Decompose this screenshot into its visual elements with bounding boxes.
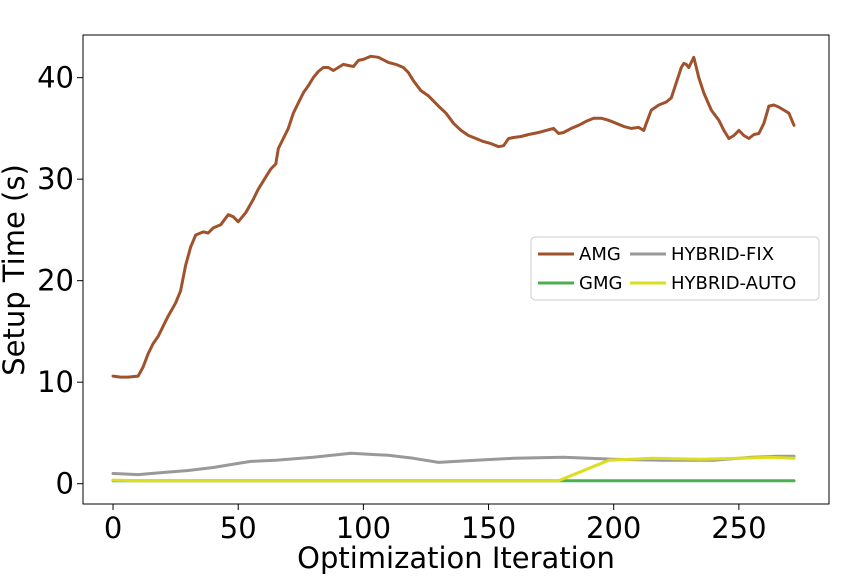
- x-tick-label: 250: [711, 511, 766, 545]
- y-axis-ticks: 0 10 20 30 40: [37, 61, 83, 501]
- legend-label-hybrid-auto: HYBRID-AUTO: [671, 273, 796, 294]
- legend: AMG GMG HYBRID-FIX HYBRID-AUTO: [530, 236, 820, 301]
- legend-label-gmg: GMG: [579, 273, 622, 294]
- x-tick-label: 50: [220, 511, 257, 545]
- y-tick-label: 20: [37, 264, 74, 298]
- x-tick-label: 100: [336, 511, 391, 545]
- y-tick-label: 0: [56, 467, 74, 501]
- series-lines: [111, 54, 796, 483]
- y-tick-label: 10: [37, 365, 74, 399]
- x-axis-label: Optimization Iteration: [297, 541, 615, 575]
- y-axis-label: Setup Time (s): [0, 164, 31, 376]
- y-tick-label: 30: [37, 162, 74, 196]
- series-line-amg: [111, 54, 796, 379]
- x-tick-label: 0: [104, 511, 122, 545]
- x-axis-ticks: 0 50 100 150 200 250: [104, 504, 767, 545]
- x-tick-label: 200: [586, 511, 641, 545]
- legend-label-amg: AMG: [579, 244, 621, 265]
- series-line-hybrid-auto: [111, 455, 796, 483]
- x-tick-label: 150: [461, 511, 516, 545]
- legend-frame: [530, 236, 820, 301]
- legend-label-hybrid-fix: HYBRID-FIX: [671, 244, 774, 265]
- y-tick-label: 40: [37, 61, 74, 95]
